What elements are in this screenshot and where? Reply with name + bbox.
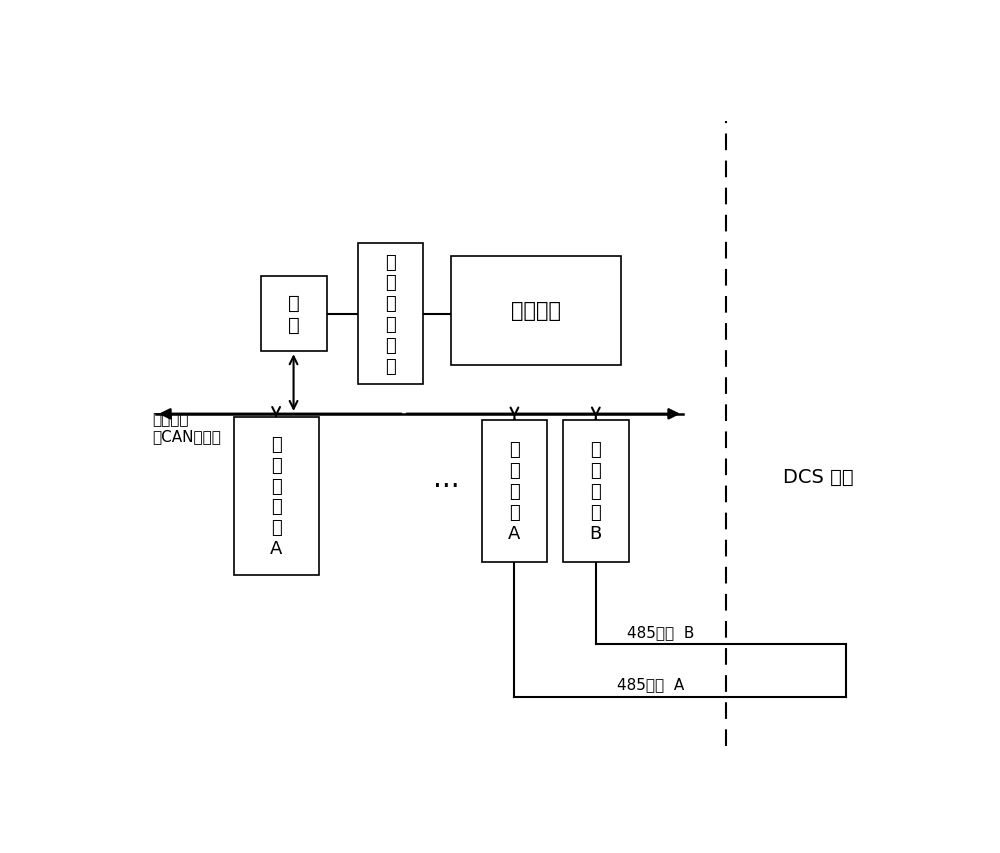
FancyBboxPatch shape [261,276,326,352]
Text: 以
太
网
交
换
机: 以 太 网 交 换 机 [385,253,396,375]
FancyBboxPatch shape [450,257,621,365]
Text: 通
讯
卡
件
A: 通 讯 卡 件 A [508,441,521,542]
Text: ···: ··· [433,473,460,501]
FancyBboxPatch shape [234,418,319,575]
Text: 网
桥: 网 桥 [288,293,299,334]
FancyBboxPatch shape [563,421,629,562]
Text: 系统总线
（CAN总线）: 系统总线 （CAN总线） [152,411,221,444]
Text: 通
讯
卡
件
B: 通 讯 卡 件 B [590,441,602,542]
Text: 核
心
控
制
器
A: 核 心 控 制 器 A [270,436,282,557]
Text: 工程师站: 工程师站 [511,301,561,321]
Text: 485总线  B: 485总线 B [627,624,694,639]
Text: 485总线  A: 485总线 A [617,676,685,692]
Text: DCS 系统: DCS 系统 [783,467,854,486]
FancyBboxPatch shape [482,421,547,562]
FancyBboxPatch shape [358,244,423,385]
